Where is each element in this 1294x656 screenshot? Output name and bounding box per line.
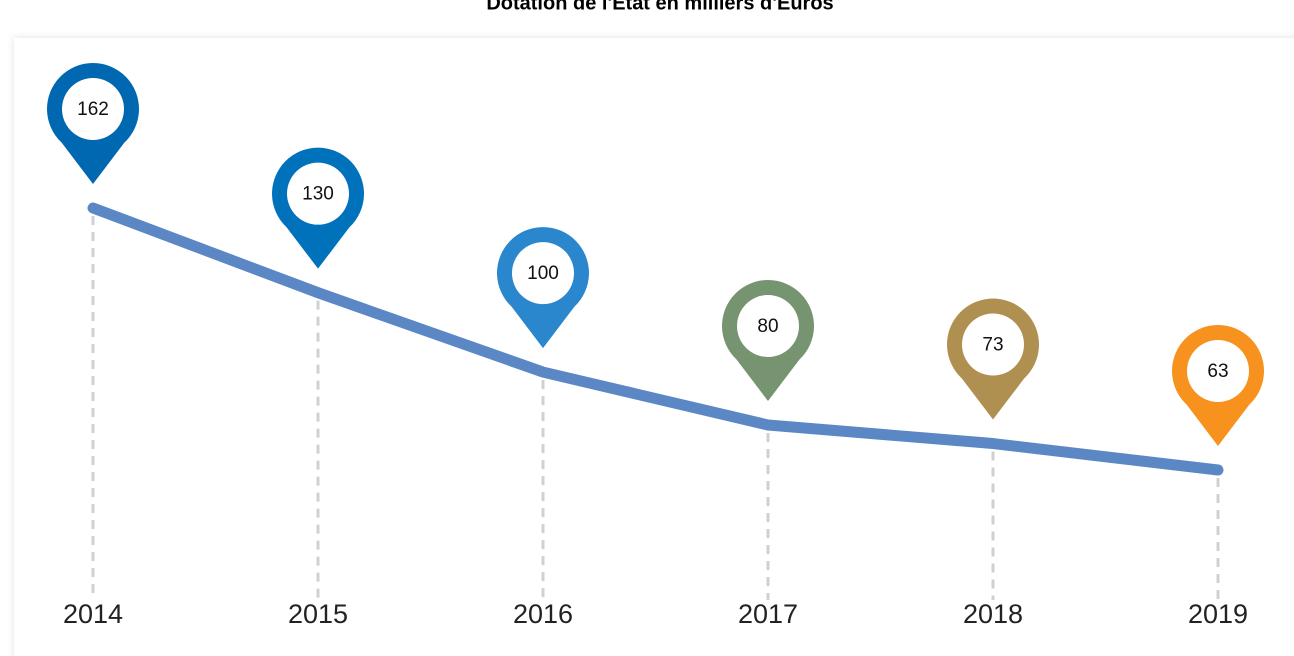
- value-label: 162: [77, 99, 109, 120]
- x-tick-label: 2014: [63, 599, 123, 629]
- value-label: 130: [302, 184, 334, 205]
- line: [87, 202, 1224, 476]
- panel: [14, 38, 1294, 656]
- pin-hole: [62, 78, 124, 140]
- pin-hole: [1187, 340, 1249, 402]
- pin-hole: [962, 313, 1024, 376]
- x-tick-label: 2016: [513, 599, 573, 629]
- x-tick-label: 2015: [288, 599, 348, 629]
- x-tick-label: 2019: [1188, 599, 1248, 629]
- pin-hole: [512, 242, 574, 305]
- value-label: 73: [982, 335, 1003, 356]
- chart-title: Dotation de l'Etat en milliers d'Euros: [486, 0, 833, 14]
- x-tick-label: 2018: [963, 599, 1023, 629]
- x-tick-label: 2017: [738, 599, 798, 629]
- value-label: 63: [1207, 361, 1228, 382]
- value-label: 80: [757, 316, 778, 337]
- value-label: 100: [527, 263, 559, 284]
- pin-hole: [287, 162, 349, 225]
- pin-hole: [737, 295, 799, 358]
